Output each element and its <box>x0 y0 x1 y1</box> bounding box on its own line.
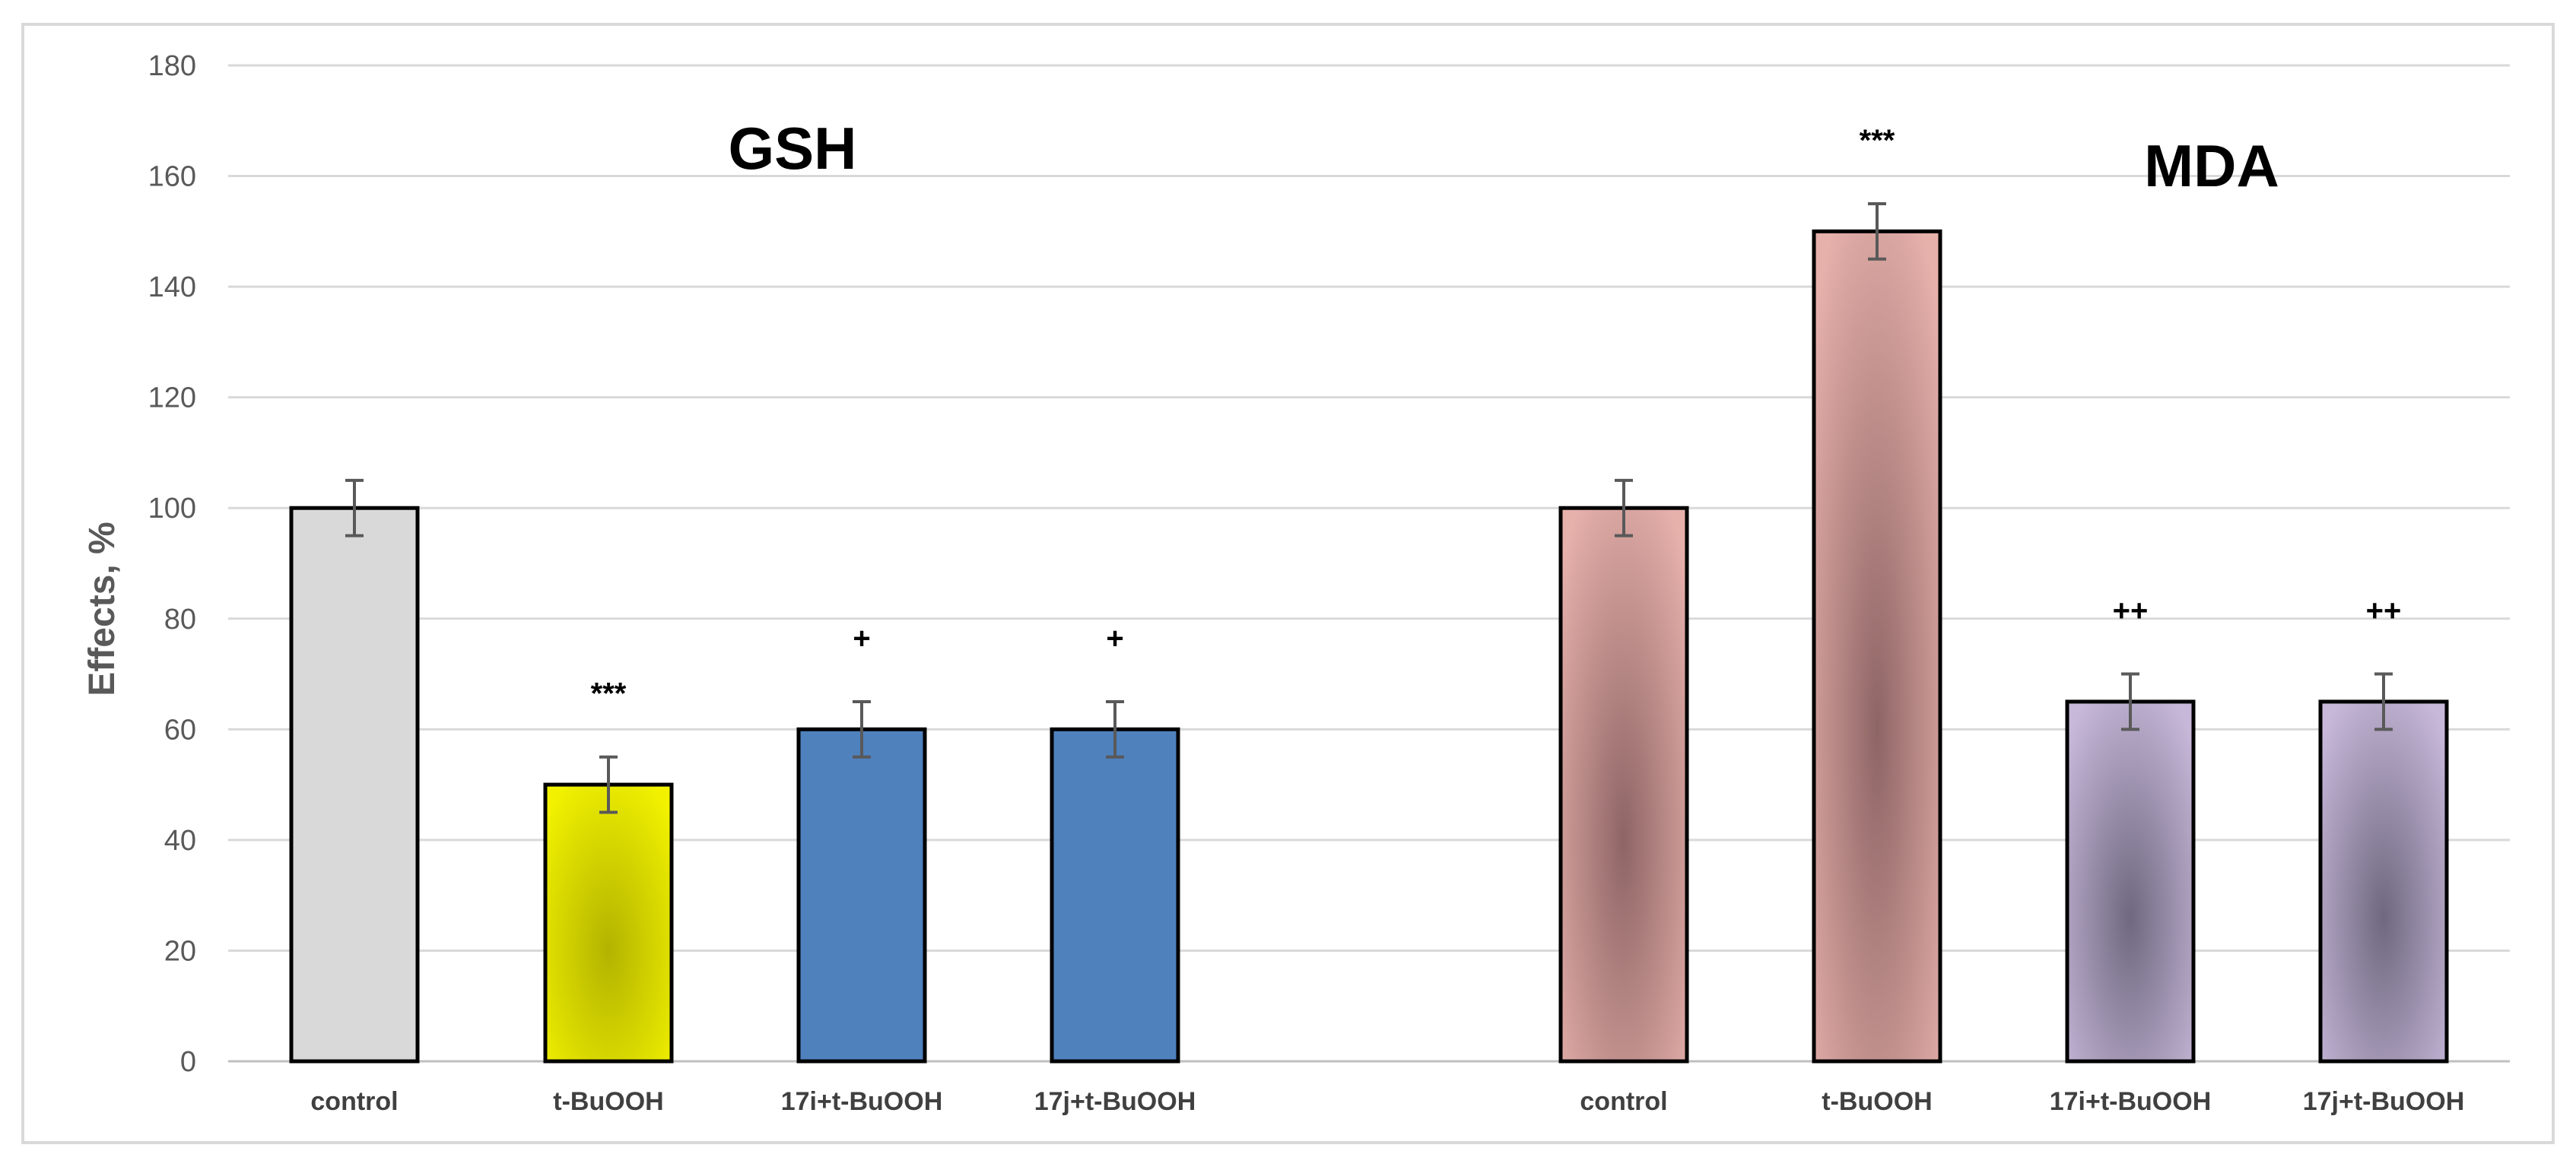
bar-gsh-t-BuOOH <box>543 782 674 1064</box>
y-tick-label: 100 <box>148 493 196 525</box>
category-label: t-BuOOH <box>1822 1087 1932 1116</box>
category-label: control <box>1580 1087 1667 1116</box>
error-bar <box>853 699 871 759</box>
significance-marker: *** <box>591 677 627 711</box>
bars <box>289 201 2449 1064</box>
significance-marker: *** <box>1860 124 1895 157</box>
category-label: t-BuOOH <box>553 1087 663 1116</box>
error-bar <box>345 478 364 537</box>
category-label: control <box>310 1087 398 1116</box>
y-tick-label: 120 <box>148 382 196 414</box>
y-tick-label: 160 <box>148 161 196 193</box>
bar-gsh-17j+t-BuOOH <box>1050 727 1180 1064</box>
group-title-gsh: GSH <box>728 115 856 182</box>
category-label: 17i+t-BuOOH <box>2050 1087 2212 1116</box>
bar-mda-control <box>1558 506 1689 1064</box>
significance-marker: ++ <box>2366 595 2402 628</box>
y-tick-label: 60 <box>164 714 196 746</box>
bar-mda-17j+t-BuOOH <box>2318 699 2449 1064</box>
error-bar <box>599 755 618 814</box>
y-tick-label: 180 <box>148 50 196 82</box>
significance-marker: ++ <box>2113 595 2149 628</box>
bar-mda-17i+t-BuOOH <box>2065 699 2196 1064</box>
category-label: 17i+t-BuOOH <box>781 1087 943 1116</box>
y-tick-label: 40 <box>164 825 196 857</box>
bar-gsh-control <box>289 506 420 1064</box>
error-bar <box>1106 699 1124 759</box>
bar-gsh-17i+t-BuOOH <box>796 727 927 1064</box>
error-bar <box>1615 478 1633 537</box>
axes: 0 20 40 60 80 100 120 140 160 180 Effects, % GSH con… <box>82 50 2464 1116</box>
error-bar <box>2121 672 2139 731</box>
category-label: 17j+t-BuOOH <box>1034 1087 1196 1116</box>
y-tick-label: 80 <box>164 604 196 636</box>
category-label: 17j+t-BuOOH <box>2303 1087 2465 1116</box>
significance-marker: + <box>1106 622 1123 655</box>
bar-mda-t-BuOOH <box>1812 229 1942 1064</box>
error-bar <box>1868 201 1886 261</box>
y-tick-label: 20 <box>164 935 196 967</box>
error-bar <box>2374 672 2393 731</box>
y-tick-label: 140 <box>148 271 196 303</box>
y-axis-label: Effects, % <box>82 522 122 696</box>
significance-marker: + <box>853 622 870 655</box>
group-title-mda: MDA <box>2144 132 2279 199</box>
y-tick-label: 0 <box>180 1046 196 1078</box>
